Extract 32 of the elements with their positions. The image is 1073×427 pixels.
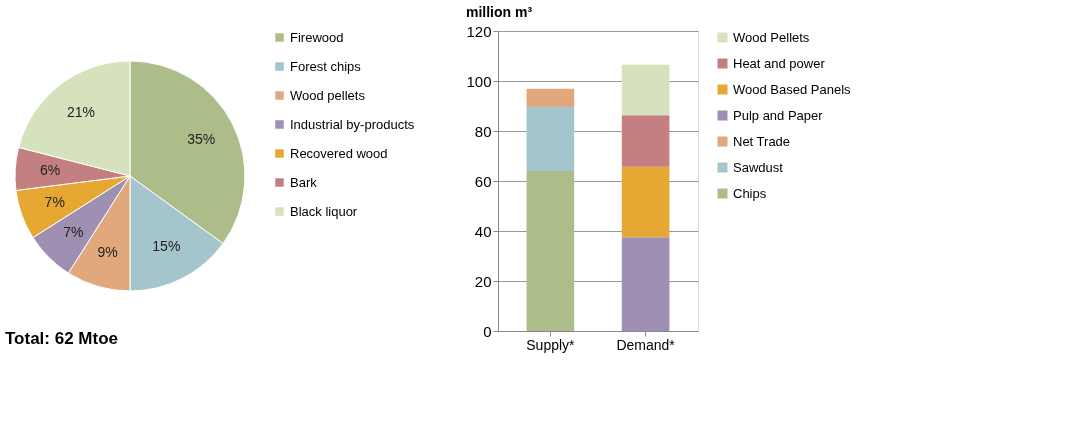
y-tick-label: 120 (466, 22, 492, 40)
y-tick-label: 40 (474, 222, 492, 240)
y-axis-title: million m³ (465, 4, 533, 20)
legend-label: Black liquor (290, 203, 358, 219)
legend-label: Chips (733, 185, 767, 201)
y-tick-label: 100 (466, 72, 492, 90)
data-label: 21% (66, 103, 95, 120)
data-label: 7% (44, 194, 65, 211)
x-tick-label: Supply* (526, 336, 576, 353)
legend-label: Wood Based Panels (733, 81, 852, 97)
legend-label: Wood pellets (290, 87, 366, 103)
y-tick-label: 60 (474, 172, 492, 190)
legend-label: Forest chips (290, 58, 362, 74)
data-label: 35% (187, 130, 216, 147)
legend-label: Recovered wood (290, 145, 388, 161)
text: Total: 62 Mtoe (5, 329, 119, 348)
legend-label: Net Trade (733, 133, 791, 149)
data-label: 6% (40, 161, 61, 178)
legend-label: Sawdust (733, 159, 784, 175)
x-tick-label: Demand* (616, 336, 676, 353)
data-label: 15% (152, 238, 181, 255)
y-tick-label: 80 (474, 122, 492, 140)
legend-label: Bark (290, 174, 318, 190)
legend-label: Wood Pellets (733, 29, 810, 45)
legend-label: Heat and power (733, 55, 826, 71)
legend-label: Firewood (290, 29, 344, 45)
data-label: 9% (97, 243, 118, 260)
legend-label: Pulp and Paper (733, 107, 824, 123)
y-tick-label: 20 (474, 272, 492, 290)
data-label: 7% (63, 223, 84, 240)
legend-label: Industrial by-products (290, 116, 415, 132)
y-tick-label: 0 (483, 322, 492, 340)
